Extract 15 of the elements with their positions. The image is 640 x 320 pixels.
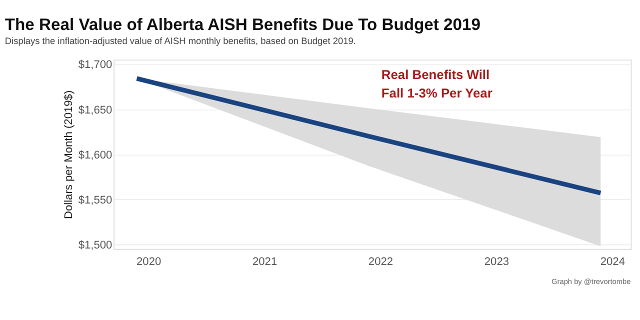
chart-title: The Real Value of Alberta AISH Benefits Due To Budget 2019 [4, 14, 481, 34]
y-tick-label: $1,600 [78, 149, 112, 162]
y-tick-label: $1,700 [78, 59, 112, 72]
annotation: Real Benefits Will Fall 1-3% Per Year [381, 66, 492, 100]
x-tick-label: 2024 [600, 256, 625, 268]
text: Graph by @trevortombe [552, 276, 631, 286]
x-tick-label: 2021 [252, 256, 278, 268]
chart-subtitle: Displays the inflation-adjusted value of AISH monthly benefits, based on Budget 2019. [4, 36, 356, 46]
y-tick-label: $1,550 [78, 194, 112, 206]
y-tick-label: $1,650 [78, 104, 112, 116]
x-tick-label: 2022 [368, 256, 394, 268]
x-tick-label: 2020 [136, 256, 162, 268]
y-tick-label: $1,500 [78, 240, 112, 252]
x-tick-label: 2023 [484, 256, 510, 268]
y-axis-title: Dollars per Month (2019$) [62, 90, 75, 220]
